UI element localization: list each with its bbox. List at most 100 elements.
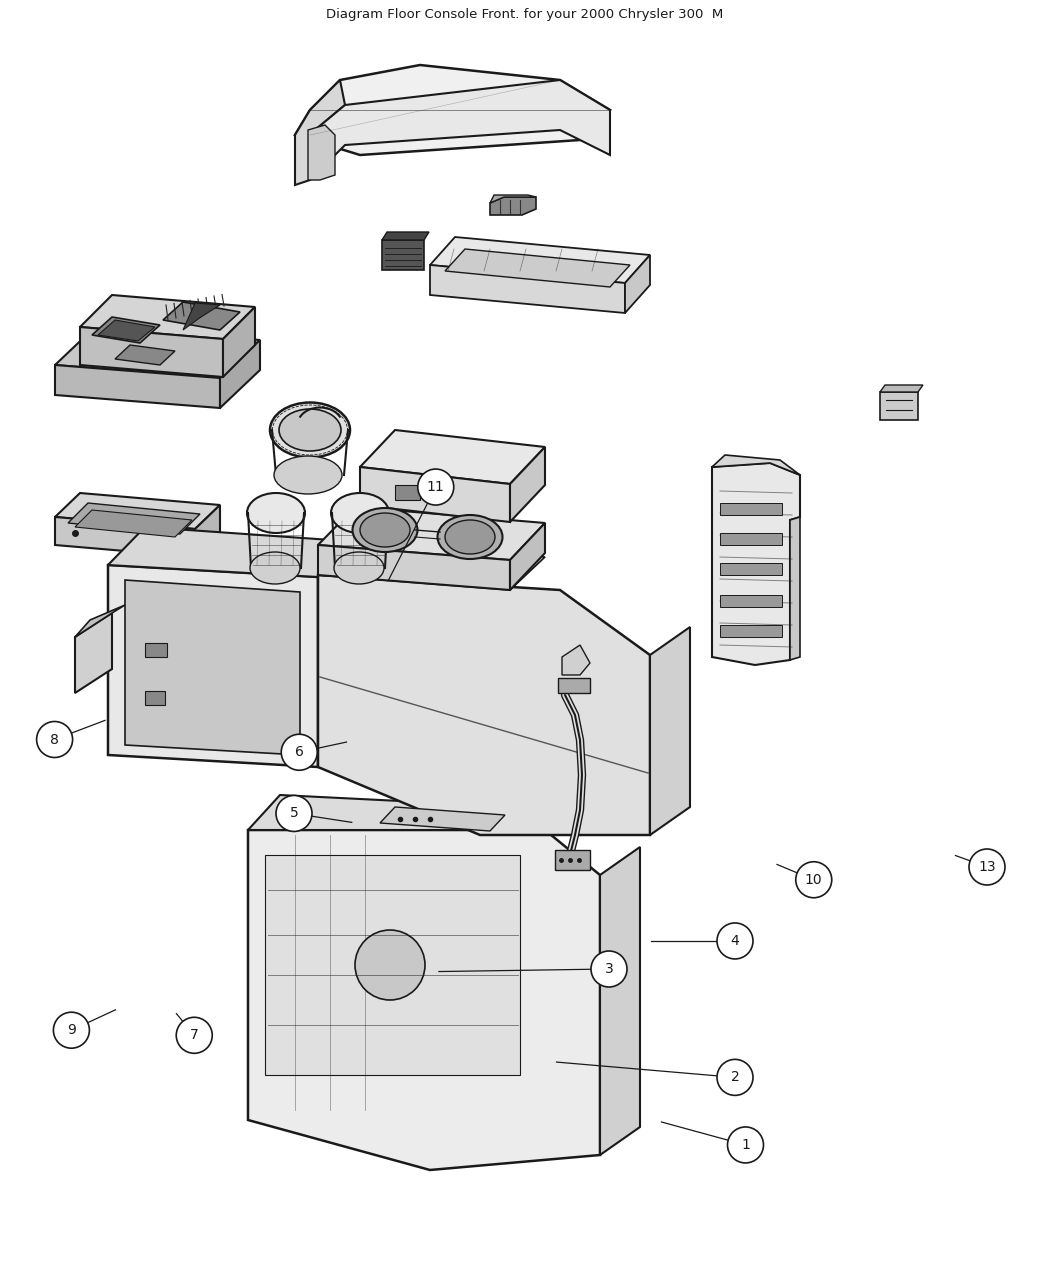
Polygon shape (382, 232, 429, 240)
Ellipse shape (247, 493, 304, 533)
Polygon shape (98, 320, 155, 340)
Polygon shape (880, 385, 923, 391)
Polygon shape (650, 627, 690, 835)
Text: 7: 7 (190, 1029, 198, 1042)
Polygon shape (430, 265, 625, 312)
Circle shape (717, 1060, 753, 1095)
Text: 4: 4 (731, 935, 739, 947)
Text: 2: 2 (731, 1071, 739, 1084)
Circle shape (276, 796, 312, 831)
Polygon shape (380, 807, 505, 831)
Polygon shape (360, 467, 510, 521)
Bar (395, 484, 420, 500)
Circle shape (37, 722, 72, 757)
Ellipse shape (270, 403, 350, 458)
Polygon shape (712, 455, 800, 476)
Bar (558, 678, 590, 694)
Ellipse shape (279, 409, 341, 451)
Ellipse shape (334, 552, 384, 584)
Polygon shape (75, 613, 112, 694)
Polygon shape (265, 856, 520, 1075)
Polygon shape (295, 80, 345, 185)
Circle shape (717, 923, 753, 959)
Ellipse shape (250, 552, 300, 584)
Polygon shape (195, 505, 220, 557)
Polygon shape (163, 302, 240, 330)
Ellipse shape (353, 507, 418, 552)
Circle shape (281, 734, 317, 770)
Bar (720, 625, 782, 638)
Bar (555, 850, 590, 870)
Circle shape (54, 1012, 89, 1048)
Polygon shape (625, 255, 650, 312)
Bar (145, 643, 167, 657)
Polygon shape (75, 510, 192, 537)
Ellipse shape (360, 513, 410, 547)
Polygon shape (295, 65, 610, 156)
Polygon shape (108, 565, 318, 768)
Polygon shape (183, 303, 220, 330)
Ellipse shape (445, 520, 495, 555)
Polygon shape (92, 317, 160, 343)
Bar (720, 504, 782, 515)
Ellipse shape (438, 515, 503, 558)
Polygon shape (318, 544, 510, 590)
Bar (145, 691, 165, 705)
Polygon shape (248, 830, 600, 1170)
Circle shape (176, 1017, 212, 1053)
Circle shape (796, 862, 832, 898)
Polygon shape (490, 198, 536, 215)
Polygon shape (223, 307, 255, 377)
Polygon shape (80, 326, 223, 377)
Polygon shape (318, 575, 650, 835)
Polygon shape (360, 430, 545, 484)
Polygon shape (382, 240, 424, 270)
Polygon shape (75, 606, 125, 638)
Bar (720, 564, 782, 575)
Polygon shape (55, 493, 220, 529)
Polygon shape (510, 448, 545, 521)
Text: 6: 6 (295, 746, 303, 759)
Polygon shape (600, 847, 640, 1155)
Text: 11: 11 (427, 481, 444, 493)
Ellipse shape (355, 929, 425, 1000)
Circle shape (591, 951, 627, 987)
Text: 5: 5 (290, 807, 298, 820)
Polygon shape (68, 504, 200, 534)
Circle shape (969, 849, 1005, 885)
Circle shape (418, 469, 454, 505)
Text: 10: 10 (805, 873, 822, 886)
Ellipse shape (331, 493, 388, 533)
Polygon shape (445, 249, 630, 287)
Polygon shape (220, 340, 260, 408)
Text: 3: 3 (605, 963, 613, 975)
Polygon shape (108, 527, 360, 578)
Polygon shape (318, 542, 545, 590)
Circle shape (728, 1127, 763, 1163)
Polygon shape (880, 391, 918, 419)
Polygon shape (55, 326, 260, 377)
Bar (720, 595, 782, 607)
Text: Diagram Floor Console Front. for your 2000 Chrysler 300  M: Diagram Floor Console Front. for your 20… (327, 8, 723, 20)
Text: 13: 13 (979, 861, 995, 873)
Polygon shape (510, 523, 545, 590)
Polygon shape (80, 295, 255, 339)
Polygon shape (562, 645, 590, 674)
Text: 9: 9 (67, 1024, 76, 1037)
Polygon shape (318, 507, 545, 560)
Polygon shape (790, 516, 800, 660)
Text: 8: 8 (50, 733, 59, 746)
Polygon shape (430, 237, 650, 283)
Polygon shape (308, 125, 335, 180)
Polygon shape (55, 516, 195, 557)
Bar (720, 533, 782, 544)
Text: 1: 1 (741, 1139, 750, 1151)
Polygon shape (125, 580, 300, 755)
Polygon shape (490, 195, 536, 203)
Polygon shape (116, 346, 175, 365)
Ellipse shape (274, 456, 342, 493)
Polygon shape (712, 463, 800, 666)
Polygon shape (310, 80, 610, 180)
Polygon shape (248, 796, 580, 830)
Bar (430, 484, 448, 495)
